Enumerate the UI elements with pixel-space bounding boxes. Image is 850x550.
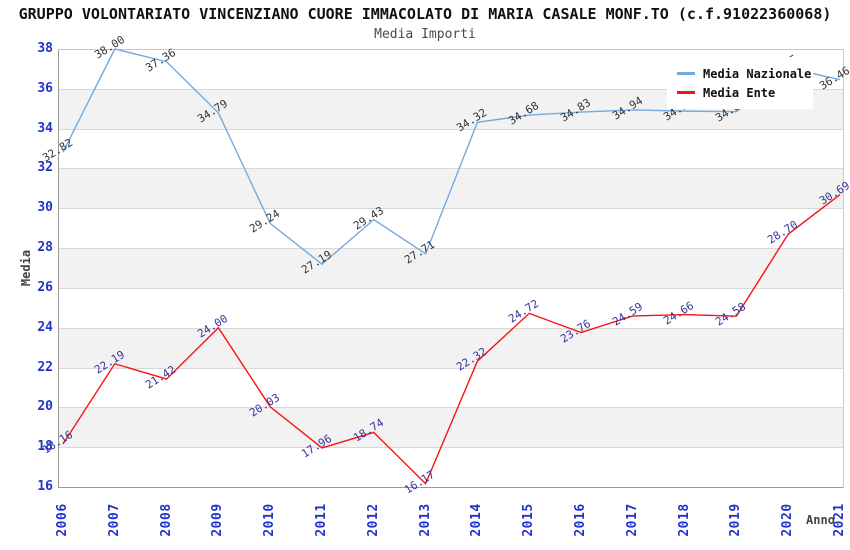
legend: Media Nazionale Media Ente [667, 57, 813, 109]
y-band [58, 248, 843, 288]
y-axis-title: Media [19, 249, 33, 287]
y-gridline [58, 168, 843, 170]
x-tick-label: 2018 [676, 503, 692, 537]
chart-title: GRUPPO VOLONTARIATO VINCENZIANO CUORE IM… [18, 5, 832, 23]
value-label: 24.72 [506, 297, 542, 326]
x-tick-label: 2012 [365, 503, 381, 537]
y-gridline [58, 367, 843, 369]
y-gridline [58, 287, 843, 289]
x-tick-label: 2009 [210, 503, 226, 537]
y-gridline [58, 407, 843, 409]
x-tick-label: 2014 [469, 503, 485, 537]
x-tick-label: 2011 [314, 503, 329, 537]
y-gridline [58, 248, 843, 250]
value-label: 28.70 [765, 218, 801, 247]
legend-label: Media Ente [703, 85, 776, 100]
x-axis-line [58, 487, 844, 488]
legend-item-media-ente: Media Ente [677, 83, 813, 102]
y-tick-label: 38 [37, 41, 53, 56]
y-tick-label: 32 [37, 160, 53, 176]
y-axis-line [58, 49, 59, 488]
x-tick-label: 2020 [780, 503, 796, 537]
y-tick-label: 18 [37, 439, 53, 455]
x-tick-label: 2008 [158, 503, 174, 537]
legend-line-sample-nazionale [677, 72, 695, 75]
legend-line-sample-ente [677, 91, 695, 94]
x-tick-label: 2013 [417, 503, 433, 537]
y-band [58, 168, 843, 209]
value-label: 29.24 [247, 207, 283, 236]
value-label: 24.59 [609, 299, 645, 329]
value-label: 24.66 [661, 298, 697, 328]
x-tick-label: 2015 [521, 503, 537, 537]
plot-right-border [843, 49, 844, 488]
value-label: 16.17 [402, 467, 438, 497]
x-tick-label: 2016 [573, 503, 588, 537]
y-tick-label: 16 [37, 479, 53, 494]
x-tick-label: 2006 [55, 503, 70, 537]
x-tick-label: 2007 [106, 503, 122, 537]
y-tick-label: 30 [37, 200, 53, 216]
y-tick-label: 22 [37, 359, 53, 375]
y-tick-label: 26 [37, 279, 53, 295]
y-tick-label: 24 [37, 319, 53, 335]
y-tick-label: 28 [37, 240, 53, 256]
plot-top-border [58, 49, 844, 50]
y-gridline [58, 327, 843, 329]
y-tick-label: 20 [37, 399, 53, 415]
y-band [58, 407, 843, 448]
y-tick-label: 36 [37, 80, 53, 96]
x-tick-label: 2017 [624, 503, 640, 537]
value-label: 24.58 [713, 300, 749, 329]
y-band [58, 327, 843, 368]
y-tick-label: 34 [37, 120, 53, 136]
x-tick-label: 2010 [262, 503, 278, 537]
y-gridline [58, 447, 843, 449]
x-tick-label: 2019 [728, 503, 744, 537]
y-gridline [58, 208, 843, 210]
x-axis-title: Anno [806, 513, 835, 527]
legend-label: Media Nazionale [703, 66, 812, 81]
chart-subtitle: Media Importi [374, 27, 476, 42]
y-gridline [58, 128, 843, 130]
legend-item-media-nazionale: Media Nazionale [677, 64, 813, 83]
